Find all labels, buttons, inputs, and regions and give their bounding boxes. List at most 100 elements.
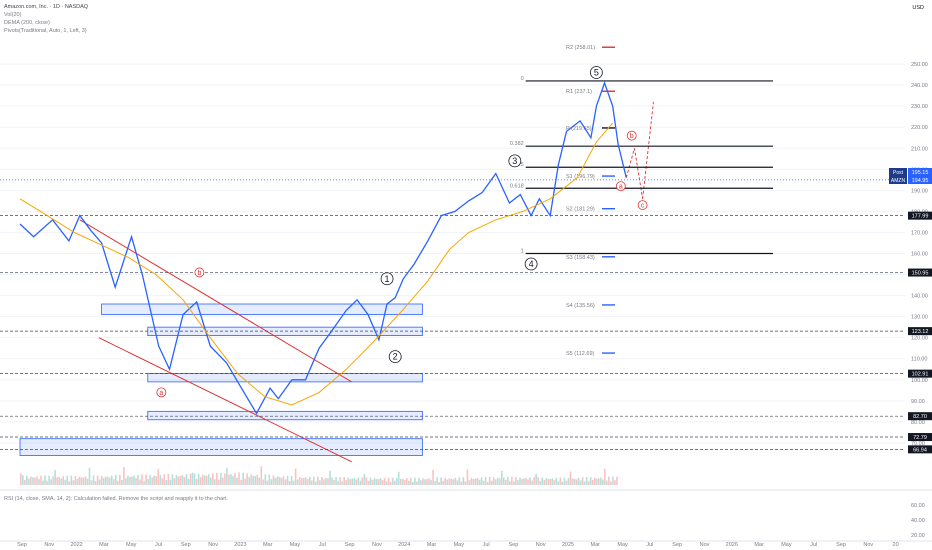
corrective-circle[interactable] — [626, 130, 637, 141]
x-tick-label: Mar — [427, 542, 437, 548]
volume-bar — [250, 474, 252, 485]
volume-indicator-label[interactable]: Vol(20) — [4, 12, 22, 18]
projection-path[interactable] — [642, 101, 654, 199]
volume-bar — [505, 479, 507, 485]
volume-bar — [565, 480, 568, 485]
volume-bar — [137, 474, 139, 485]
corrective-circle[interactable] — [615, 181, 626, 192]
pivot-label: S3 (158.43) — [566, 255, 595, 261]
volume-bar — [290, 476, 293, 485]
volume-bar — [464, 481, 467, 485]
wave-circle[interactable] — [589, 66, 603, 79]
wave-label: 4 — [529, 259, 534, 269]
volume-bar — [199, 477, 202, 485]
corrective-circle[interactable] — [156, 387, 167, 398]
wave-circle[interactable] — [388, 350, 402, 364]
trendline[interactable] — [79, 219, 352, 383]
price-grid — [0, 63, 932, 542]
price-tag-bg — [908, 268, 932, 277]
volume-bar — [20, 473, 22, 485]
x-tick-label: 2023 — [234, 542, 246, 548]
trendline[interactable] — [98, 337, 352, 463]
volume-bar — [361, 477, 364, 485]
volume-bar — [145, 474, 147, 485]
fib-label: 0.5 — [516, 162, 524, 168]
volume-bar — [72, 480, 75, 485]
volume-bar — [151, 477, 153, 485]
volume-bar — [363, 473, 366, 485]
volume-bar — [345, 480, 347, 485]
volume-bar — [110, 475, 113, 485]
currency-label: USD — [912, 5, 924, 11]
dema-indicator-label[interactable]: DEMA (200, close) — [4, 20, 50, 26]
corrective-label: a — [159, 390, 163, 397]
support-zone[interactable] — [147, 410, 423, 421]
volume-bar — [575, 479, 578, 485]
price-tag-value: 177.99 — [912, 214, 929, 220]
volume-bar — [577, 477, 580, 485]
volume-bar — [553, 480, 556, 485]
rsi-tick-label: 40.00 — [911, 518, 925, 524]
volume-bar — [399, 478, 402, 485]
volume-bar — [147, 479, 149, 485]
x-tick-label: 2026 — [726, 542, 738, 548]
volume-bar — [405, 478, 408, 485]
volume-bar — [205, 475, 208, 485]
symbol-title[interactable]: Amazon.com, Inc. · 1D · NASDAQ — [4, 4, 89, 10]
volume-bar — [523, 478, 525, 485]
volume-bar — [337, 481, 339, 485]
price-series — [19, 81, 627, 415]
trendlines[interactable] — [79, 101, 654, 463]
volume-bar — [56, 477, 58, 485]
volume-bar — [62, 476, 65, 485]
volume-bar — [173, 478, 176, 485]
volume-bar — [498, 478, 501, 485]
rsi-tick-label: 60.00 — [911, 503, 925, 509]
volume-bar — [468, 480, 471, 485]
volume-bar — [581, 477, 584, 485]
volume-bar — [191, 472, 194, 485]
volume-bar — [488, 476, 491, 485]
support-zone[interactable] — [101, 303, 423, 315]
y-tick-label: 120.00 — [911, 336, 928, 342]
wave-circle[interactable] — [524, 257, 538, 271]
time-axis[interactable]: Sep Nov 2022 Mar May Jul Sep Nov 2023 Mar May Jul Se… — [17, 542, 899, 548]
volume-bar — [22, 475, 24, 485]
x-tick-label: Nov — [44, 542, 54, 548]
volume-bar — [610, 481, 612, 485]
volume-bar — [442, 480, 444, 485]
volume-bar — [88, 467, 91, 485]
y-tick-label: 210.00 — [911, 146, 928, 152]
wave-labels[interactable]: 1 2 3 4 5 a b a b c — [156, 66, 648, 398]
pivot-levels: R2 (258.01) R1 (237.1) P (219.65) S1 (196.7… — [566, 45, 615, 357]
volume-bar — [119, 474, 121, 485]
volume-bar — [521, 478, 523, 485]
volume-bar — [359, 480, 362, 485]
dema-line — [19, 122, 614, 406]
x-tick-label: 20 — [893, 542, 899, 548]
projection-path[interactable] — [625, 148, 644, 199]
corrective-circle[interactable] — [637, 200, 648, 210]
fib-levels[interactable]: 0 0.382 0.5 0.618 1 — [510, 76, 773, 255]
volume-bar — [84, 476, 87, 485]
volume-bar — [308, 476, 311, 485]
corrective-circle[interactable] — [194, 267, 205, 278]
price-tag-prefix-bg — [889, 176, 907, 184]
price-tag-bg — [908, 445, 932, 454]
volume-bar — [589, 477, 592, 485]
price-axis[interactable]: 250.00240.00230.00220.00210.00200.00190.… — [889, 62, 932, 539]
volume-bar — [82, 477, 85, 485]
support-zone[interactable] — [19, 438, 423, 456]
volume-bar — [123, 467, 125, 485]
x-tick-label: Sep — [836, 542, 846, 548]
volume-bar — [149, 474, 151, 485]
y-tick-label: 80.00 — [911, 420, 925, 426]
wave-circle[interactable] — [508, 154, 522, 168]
volume-bar — [335, 477, 337, 485]
wave-circle[interactable] — [380, 272, 394, 286]
volume-bar — [529, 477, 531, 485]
pivots-indicator-label[interactable]: Pivots(Traditional, Auto, 1, Left, 3) — [4, 28, 87, 34]
volume-bar — [490, 480, 493, 485]
support-zone[interactable] — [147, 373, 423, 383]
